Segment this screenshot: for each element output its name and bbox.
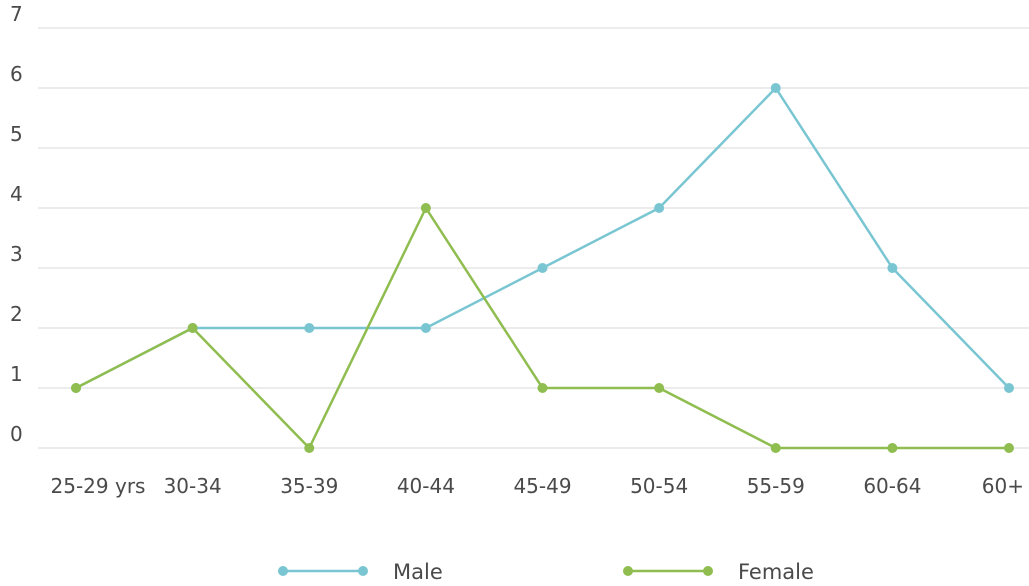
- data-point-female: [304, 443, 315, 453]
- data-point-male: [1004, 383, 1014, 393]
- x-tick-label: 60-64: [863, 474, 921, 498]
- x-tick-label: 55-59: [747, 474, 805, 498]
- x-axis-ticks: 25-29 yrs 30-34 35-39 40-44 45-49 50-54 55-59 6…: [51, 474, 1024, 498]
- y-tick-label: 3: [10, 242, 23, 266]
- data-point-female: [1004, 443, 1014, 453]
- legend-marker: [278, 566, 288, 576]
- legend-item-male: Male: [278, 560, 443, 584]
- data-point-male: [770, 83, 781, 93]
- legend: Male Female: [278, 560, 814, 584]
- y-tick-label: 1: [10, 362, 23, 386]
- y-tick-label: 4: [10, 182, 23, 206]
- y-tick-label: 5: [10, 122, 23, 146]
- series-male: [71, 83, 1014, 393]
- legend-label: Female: [738, 560, 814, 584]
- data-point-female: [420, 203, 431, 213]
- data-point-male: [537, 263, 548, 273]
- y-axis-ticks: 0 1 2 3 4 5 6 7: [10, 2, 23, 446]
- legend-marker: [358, 566, 368, 576]
- data-point-female: [187, 323, 198, 333]
- data-point-male: [304, 323, 315, 333]
- data-point-female: [770, 443, 781, 453]
- x-tick-label: 35-39: [280, 474, 338, 498]
- data-point-female: [71, 383, 81, 393]
- legend-item-female: Female: [623, 560, 814, 584]
- legend-label: Male: [393, 560, 443, 584]
- series-layer: [71, 83, 1014, 453]
- grid-layer: [38, 27, 1029, 449]
- y-tick-label: 0: [10, 422, 23, 446]
- data-point-female: [537, 383, 548, 393]
- y-tick-label: 6: [10, 62, 23, 86]
- y-tick-label: 2: [10, 302, 23, 326]
- x-tick-label: 45-49: [513, 474, 571, 498]
- series-line-male: [75, 86, 1010, 390]
- legend-marker: [623, 566, 633, 576]
- x-tick-label: 30-34: [164, 474, 222, 498]
- x-tick-label: 50-54: [630, 474, 688, 498]
- x-tick-label: 60+: [982, 474, 1024, 498]
- data-point-male: [654, 203, 665, 213]
- data-point-female: [887, 443, 898, 453]
- x-tick-label: 25-29 yrs: [51, 474, 146, 498]
- data-point-female: [654, 383, 665, 393]
- data-point-male: [420, 323, 431, 333]
- x-tick-label: 40-44: [397, 474, 455, 498]
- data-point-male: [887, 263, 898, 273]
- series-female: [71, 203, 1014, 453]
- legend-marker: [703, 566, 713, 576]
- y-tick-label: 7: [10, 2, 23, 26]
